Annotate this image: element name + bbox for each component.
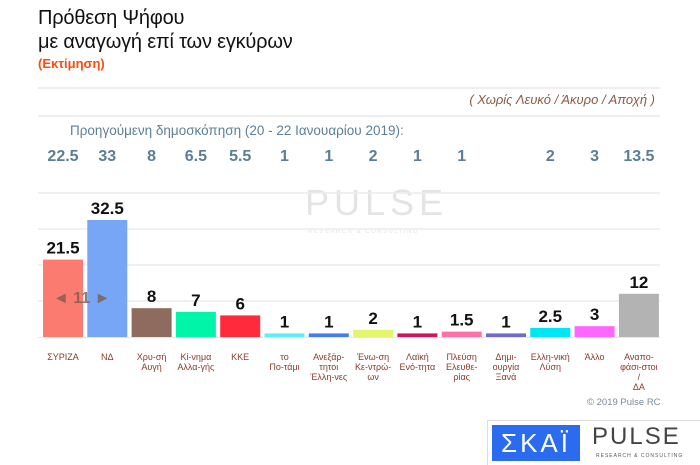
chart-subtitle: (Εκτίμηση): [38, 56, 105, 71]
previous-value: 2: [545, 148, 555, 165]
bar-4: [220, 315, 261, 337]
previous-value: 22.5: [47, 148, 79, 165]
bar-9: [441, 331, 482, 337]
data-label: 6: [235, 294, 244, 313]
previous-value: 1: [457, 148, 467, 165]
bar-2: [131, 308, 172, 337]
data-label: 2.5: [538, 307, 562, 326]
category-label: ΣΥΡΙΖΑ: [47, 352, 79, 362]
bar-0: [43, 259, 83, 337]
data-label: 1: [413, 312, 422, 331]
data-label: 1: [280, 312, 289, 331]
category-label: το Πο-τάμι: [269, 352, 300, 372]
previous-value: 1: [324, 148, 334, 165]
category-label: Ανεξάρ-τητοι Έλλη-νες: [310, 352, 348, 382]
data-label: 7: [191, 291, 200, 310]
data-label: 12: [629, 273, 648, 292]
bar-12: [574, 326, 615, 337]
category-label: Αναπο-φάσι-στοι / ΔΑ: [620, 352, 658, 392]
previous-value: 8: [147, 148, 157, 165]
bar-13: [618, 293, 659, 337]
category-label: Χρυ-σή Αυγή: [136, 352, 167, 372]
bar-5: [264, 333, 305, 337]
divider: [38, 87, 660, 89]
data-label: 32.5: [91, 199, 124, 218]
lead-indicator: ◄ 11 ►: [53, 290, 111, 307]
previous-value: 2: [368, 148, 378, 165]
previous-value: 1: [412, 148, 422, 165]
previous-value: 13.5: [623, 148, 655, 165]
data-label: 1: [324, 312, 333, 331]
bar-6: [308, 333, 349, 337]
bar-7: [353, 329, 394, 337]
category-label: Κί-νημα Αλλα-γής: [177, 352, 215, 372]
bar-8: [397, 333, 438, 337]
data-label: 21.5: [46, 239, 79, 258]
data-label: 2: [368, 309, 377, 328]
copyright: © 2019 Pulse RC: [587, 397, 661, 408]
divider: [38, 115, 660, 117]
bar-3: [175, 311, 216, 337]
pulse-logo-subtitle: RESEARCH & CONSULTING: [596, 453, 684, 459]
bar-11: [530, 328, 571, 337]
data-label: 8: [147, 287, 156, 306]
previous-value: 33: [98, 148, 117, 165]
bar-1: [87, 220, 128, 337]
logos-box: ΣΚΑΪ PULSE RESEARCH & CONSULTING: [487, 420, 700, 465]
category-label: ΝΔ: [101, 352, 114, 362]
watermark-subtitle: RESEARCH & CONSULTING: [308, 229, 420, 235]
previous-value: 5.5: [229, 148, 252, 165]
previous-value: 3: [590, 148, 600, 165]
pulse-logo: PULSE: [592, 423, 681, 450]
category-label: Ένω-ση Κε-ντρώ-ων: [354, 352, 392, 382]
previous-value: 1: [280, 148, 289, 165]
watermark-logo: PULSE: [305, 182, 449, 223]
bar-10: [486, 333, 526, 337]
note: ( Χωρίς Λευκό / Άκυρο / Αποχή ): [469, 92, 655, 107]
data-label: 3: [590, 305, 599, 324]
previous-value: 6.5: [184, 148, 208, 165]
skai-logo: ΣΚΑΪ: [492, 425, 580, 461]
category-label: Ελλη-νική Λύση: [530, 352, 570, 372]
category-label: Πλεύση Ελευθε-ρίας: [445, 352, 478, 382]
previous-poll-label: Προηγούμενη δημοσκόπηση (20 - 22 Ιανουαρ…: [70, 123, 404, 138]
category-label: Άλλο: [584, 352, 605, 362]
data-label: 1.5: [450, 311, 474, 330]
data-label: 1: [501, 312, 510, 331]
category-label: ΚΚΕ: [231, 352, 250, 362]
category-label: Δημι-ουργία Ξανά: [492, 352, 520, 382]
chart-title-line1: Πρόθεση Ψήφου: [38, 7, 185, 29]
chart-title-line2: με αναγωγή επί των εγκύρων: [38, 31, 293, 53]
category-label: Λαϊκή Ενό-τητα: [399, 352, 436, 372]
